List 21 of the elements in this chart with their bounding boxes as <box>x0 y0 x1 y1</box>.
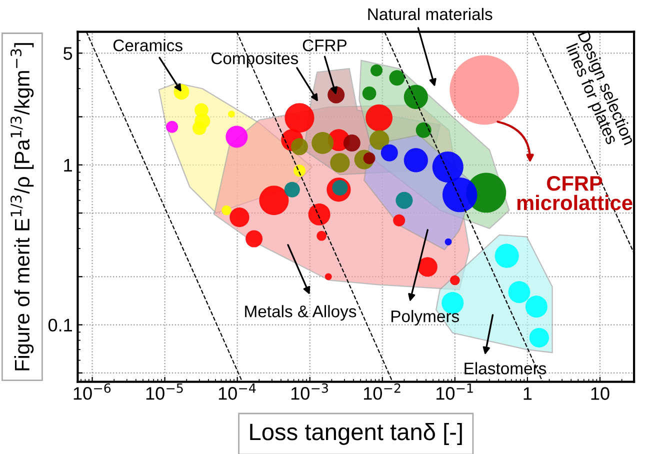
annotation: Polymers <box>392 310 459 326</box>
annotation: Composites <box>211 52 298 68</box>
x-tick-label: 10$^{−6}$ <box>74 383 111 400</box>
y-tick-label: 0.1 <box>48 318 72 332</box>
x-tick-label: 10$^{−3}$ <box>291 383 328 400</box>
annotation: Metals & Alloys <box>245 305 356 321</box>
x-axis-title: Loss tangent tanδ [-] <box>250 422 462 445</box>
x-tick-label: 10$^{−2}$ <box>364 383 400 400</box>
y-axis-title: Figure of merit E$^{1/3}$/ρ [Pa$^{1/3}$/kgm$^{−3}$] <box>10 43 34 370</box>
x-tick-label: 10$^{−5}$ <box>146 384 183 400</box>
text: Natural materials <box>368 8 492 20</box>
annotation: Ceramics <box>113 39 182 52</box>
annotation: Elastomers <box>464 362 546 374</box>
annotation: CFRP <box>302 40 347 52</box>
y-tick-label: 5 <box>64 47 72 60</box>
x-tick-label: 10$^{−4}$ <box>218 384 256 400</box>
x-tick-label: 1 <box>524 387 532 400</box>
x-tick-label: 10$^{−1}$ <box>436 384 473 400</box>
annotation: CFRP microlattice <box>517 176 632 210</box>
y-tick-label: 1 <box>64 159 72 172</box>
x-tick-label: 10 <box>591 387 610 400</box>
